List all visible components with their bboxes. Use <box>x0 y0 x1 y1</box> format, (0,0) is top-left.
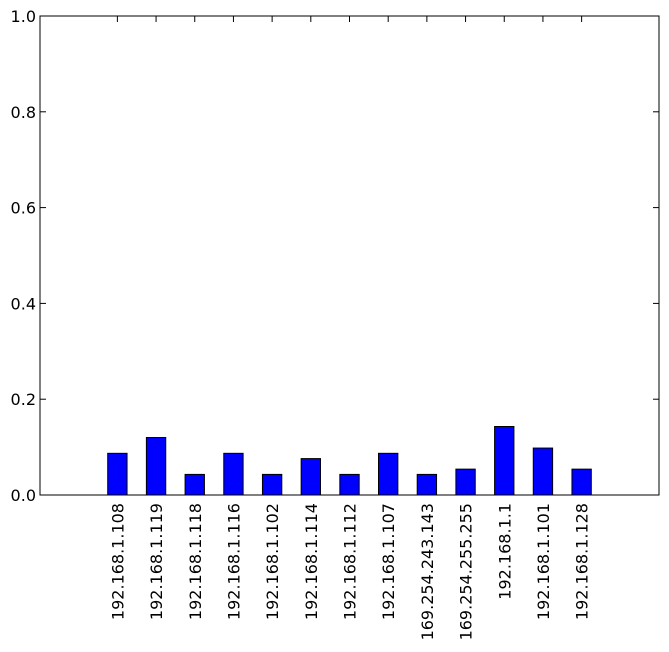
y-axis: 0.0 0.2 0.4 0.6 0.8 1.0 <box>11 7 659 505</box>
x-tick-label: 192.168.1.107 <box>379 503 398 620</box>
bar <box>261 473 283 496</box>
x-tick-label: 192.168.1.112 <box>341 503 360 620</box>
x-tick-label: 192.168.1.116 <box>224 503 243 620</box>
x-tick-label: 192.168.1.101 <box>534 503 553 620</box>
x-tick-label: 192.168.1.102 <box>263 503 282 620</box>
bar <box>532 447 554 496</box>
y-tick-label: 0.6 <box>11 199 36 218</box>
bar <box>455 468 476 496</box>
bar <box>571 468 592 496</box>
plot-frame <box>39 15 660 496</box>
bars <box>107 426 592 496</box>
x-tick-label: 192.168.1.114 <box>302 503 321 620</box>
x-tick-label: 169.254.255.255 <box>457 503 476 640</box>
y-tick-label: 0.4 <box>11 294 36 313</box>
bar <box>339 473 360 496</box>
y-tick-label: 0.8 <box>11 103 36 122</box>
bar <box>184 473 205 496</box>
bar <box>300 458 321 496</box>
bar <box>107 452 128 496</box>
x-axis: 192.168.1.108 192.168.1.119 192.168.1.118 1… <box>108 16 592 640</box>
bar <box>494 426 515 496</box>
bar <box>416 473 438 496</box>
x-tick-label: 192.168.1.108 <box>108 503 127 620</box>
y-tick-label: 1.0 <box>11 7 36 26</box>
x-tick-label: 192.168.1.1 <box>495 503 514 600</box>
x-tick-label: 192.168.1.118 <box>186 503 205 620</box>
bar <box>378 452 399 496</box>
x-tick-label: 169.254.243.143 <box>418 503 437 640</box>
y-tick-label: 0.0 <box>11 486 36 505</box>
bar <box>223 452 244 496</box>
x-tick-label: 192.168.1.128 <box>573 503 592 620</box>
bar <box>145 437 167 496</box>
x-tick-label: 192.168.1.119 <box>147 503 166 620</box>
y-tick-label: 0.2 <box>11 390 36 409</box>
